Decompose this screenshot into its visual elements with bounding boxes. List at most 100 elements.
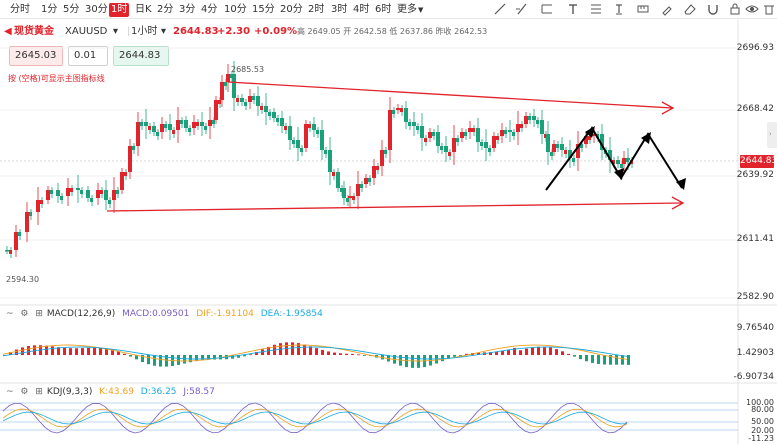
macd-bar xyxy=(423,355,426,368)
d-line xyxy=(2,411,628,425)
candle-body xyxy=(608,150,612,160)
candle-body xyxy=(316,130,319,134)
timeframe-tab[interactable]: 2时 xyxy=(308,4,325,15)
macd-bar xyxy=(609,355,612,365)
magnet-icon[interactable] xyxy=(706,2,720,16)
timeframe-tab[interactable]: 1分 xyxy=(41,4,58,15)
candle-body xyxy=(300,148,303,152)
arrow-head xyxy=(676,178,686,190)
candle-body xyxy=(188,128,191,132)
candle-body xyxy=(622,158,626,164)
candle-body xyxy=(432,132,435,136)
candle-body xyxy=(260,106,263,110)
more-label: 更多 xyxy=(397,4,417,15)
buy-price-box[interactable]: 2644.83 xyxy=(113,46,169,66)
macd-bar xyxy=(627,355,630,365)
timeframe-tab-active[interactable]: 1时 xyxy=(109,3,130,17)
timeframe-tab[interactable]: 4分 xyxy=(201,4,218,15)
macd-bar xyxy=(117,351,120,355)
side-panel-toggle[interactable]: › xyxy=(767,122,777,148)
macd-bar xyxy=(213,355,216,360)
wave-icon[interactable]: ~ xyxy=(6,387,14,397)
macd-bar xyxy=(567,353,570,355)
settings-icon[interactable]: ⚙ xyxy=(20,309,29,319)
candle-body xyxy=(588,136,591,140)
candle-body xyxy=(560,144,564,150)
timeframe-tab[interactable]: 3分 xyxy=(179,4,196,15)
timeframe-tab[interactable]: 日K xyxy=(135,4,152,15)
measure-icon[interactable] xyxy=(636,2,650,16)
candle-body xyxy=(360,184,363,188)
macd-bar xyxy=(621,355,624,365)
macd-bar xyxy=(471,353,474,355)
candle-body xyxy=(96,190,100,198)
brush-icon[interactable] xyxy=(660,2,674,16)
symbol-name[interactable]: 现货黄金 xyxy=(14,26,54,37)
settings-icon[interactable]: ⚙ xyxy=(20,387,29,397)
timeframe-tab[interactable]: 4时 xyxy=(353,4,370,15)
price-axis-tick: 2668.42 xyxy=(736,104,774,114)
candle-body xyxy=(612,160,615,164)
expand-icon[interactable]: ⊞ xyxy=(35,387,43,397)
lock-icon[interactable] xyxy=(728,2,742,16)
candle-body xyxy=(9,250,12,254)
macd-value: MACD:0.09501 xyxy=(122,309,190,319)
candle-body xyxy=(556,144,559,148)
collapse-icon[interactable]: ◀ xyxy=(4,26,12,37)
candle-body xyxy=(224,82,227,86)
expand-icon[interactable]: ⊞ xyxy=(35,309,43,319)
timeframe-tab[interactable]: 20分 xyxy=(280,4,303,15)
macd-bar xyxy=(357,354,360,356)
candle-body xyxy=(352,196,355,200)
macd-bar xyxy=(501,350,504,355)
chevron-down-icon[interactable]: ▾ xyxy=(113,26,119,37)
candle-body xyxy=(128,146,132,172)
arrow-head xyxy=(641,132,651,144)
macd-bar xyxy=(69,348,72,355)
timeframe-tab[interactable]: 6时 xyxy=(375,4,392,15)
candle-body xyxy=(184,120,188,128)
candle-body xyxy=(256,96,260,106)
timeframe-tab[interactable]: 30分 xyxy=(85,4,108,15)
timeframe-tab[interactable]: 10分 xyxy=(224,4,247,15)
candle-body xyxy=(364,178,368,184)
trend-line-icon[interactable] xyxy=(493,2,507,16)
sell-price-box[interactable]: 2645.03 xyxy=(9,46,63,66)
candle-body xyxy=(124,172,127,176)
candle-body xyxy=(76,188,80,190)
wave-icon[interactable]: ~ xyxy=(6,309,14,319)
eraser-icon[interactable] xyxy=(683,2,697,16)
text-tool-icon[interactable] xyxy=(612,2,626,16)
chevron-down-icon[interactable]: ▾ xyxy=(161,26,167,37)
eye-icon[interactable] xyxy=(745,2,759,16)
candle-body xyxy=(212,120,215,124)
candle-body xyxy=(516,124,520,132)
period-selector[interactable]: 1小时 xyxy=(131,26,158,37)
candle-body xyxy=(36,200,40,212)
line-icon[interactable] xyxy=(515,2,529,16)
candle-body xyxy=(532,116,536,120)
lot-input[interactable]: 0.01 xyxy=(68,46,108,66)
more-timeframes-button[interactable]: 更多▼ xyxy=(397,3,423,17)
high-label: 高 xyxy=(297,27,305,36)
ray-icon[interactable] xyxy=(540,2,554,16)
candle-body xyxy=(208,120,212,126)
kdj-title: KDJ(9,3,3) xyxy=(46,387,93,397)
timeframe-tab[interactable]: 5分 xyxy=(63,4,80,15)
timeframe-tab[interactable]: 15分 xyxy=(252,4,275,15)
candle-body xyxy=(152,126,156,132)
timeframe-tab[interactable]: 2分 xyxy=(157,4,174,15)
symbol-info-bar: ◀ 现货黄金 XAUUSD ▾ | 1小时 ▾ 2644.83 +2.30 +0… xyxy=(0,21,777,41)
macd-bar xyxy=(351,354,354,355)
chevron-down-icon: ▼ xyxy=(418,6,424,14)
candle-body xyxy=(626,158,629,162)
candle-body xyxy=(14,232,18,250)
macd-bar xyxy=(33,345,36,355)
timeframe-tab[interactable]: 3时 xyxy=(331,4,348,15)
dea-value: DEA:-1.95854 xyxy=(260,309,323,319)
candle-body xyxy=(536,120,539,124)
timeframe-tab[interactable]: 分时 xyxy=(10,4,30,15)
trash-icon[interactable] xyxy=(762,2,776,16)
text-icon[interactable] xyxy=(566,2,580,16)
fibonacci-icon[interactable] xyxy=(589,2,603,16)
